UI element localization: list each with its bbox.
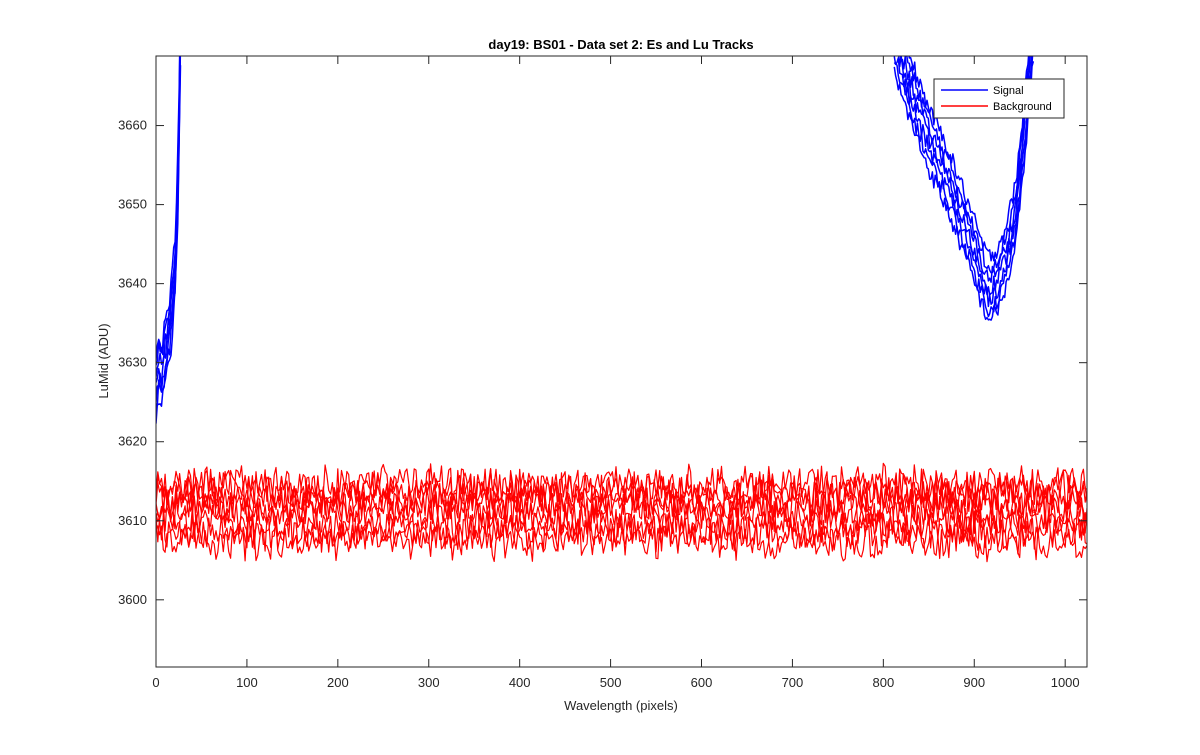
plot-area (156, 56, 1087, 667)
series-layer (156, 56, 1087, 563)
x-tick-label-700: 700 (782, 675, 804, 690)
y-tick-label-3620: 3620 (118, 434, 147, 449)
y-tick-label-3660: 3660 (118, 118, 147, 133)
y-tick-label-3630: 3630 (118, 355, 147, 370)
x-axis-ticks: 0 100 200 300 400 500 600 700 800 900 1000 (152, 56, 1080, 690)
legend-label-signal: Signal (993, 85, 1024, 97)
y-axis-label: LuMid (ADU) (96, 323, 111, 398)
y-tick-label-3640: 3640 (118, 276, 147, 291)
background-track-8 (156, 462, 1087, 507)
x-tick-label-400: 400 (509, 675, 531, 690)
legend-label-background: Background (993, 101, 1052, 113)
chart-title: day19: BS01 - Data set 2: Es and Lu Trac… (488, 37, 753, 52)
background-track-5 (156, 483, 1087, 527)
x-tick-label-300: 300 (418, 675, 440, 690)
signal-segment-2-track-3 (893, 56, 1033, 308)
y-axis-ticks: 3600 3610 3620 3630 3640 3650 3660 (118, 118, 1087, 607)
x-tick-label-100: 100 (236, 675, 258, 690)
background-track-4 (156, 491, 1087, 536)
x-tick-label-900: 900 (963, 675, 985, 690)
signal-segment-2-track-4 (898, 56, 1031, 296)
x-tick-label-200: 200 (327, 675, 349, 690)
x-axis-label: Wavelength (pixels) (564, 698, 678, 713)
x-tick-label-0: 0 (152, 675, 159, 690)
x-tick-label-500: 500 (600, 675, 622, 690)
signal-segment-2-track-2 (893, 56, 1034, 318)
signal-segment-2-track-7 (908, 56, 1030, 262)
y-tick-label-3650: 3650 (118, 197, 147, 212)
y-tick-label-3610: 3610 (118, 513, 147, 528)
x-tick-label-1000: 1000 (1051, 675, 1080, 690)
y-tick-label-3600: 3600 (118, 592, 147, 607)
signal-segment-1-track-7 (156, 56, 181, 361)
x-tick-label-800: 800 (872, 675, 894, 690)
legend: Signal Background (933, 78, 1065, 119)
signal-segment-2-track-6 (904, 56, 1030, 274)
x-tick-label-600: 600 (691, 675, 713, 690)
legend-box (933, 78, 1065, 119)
axes-frame (155, 55, 1088, 668)
